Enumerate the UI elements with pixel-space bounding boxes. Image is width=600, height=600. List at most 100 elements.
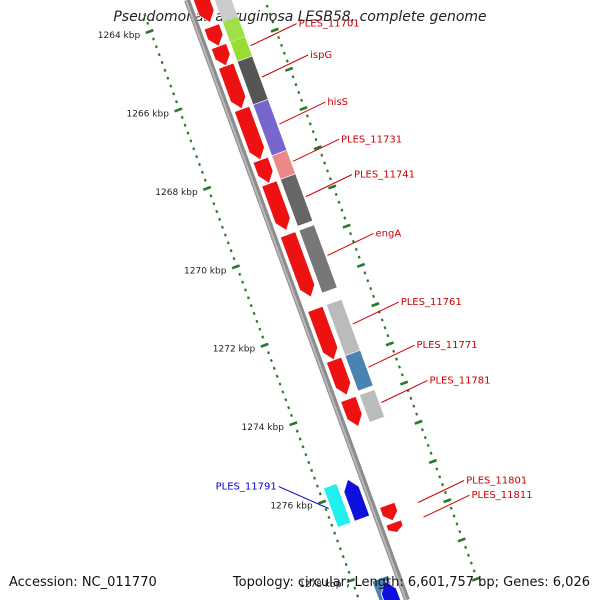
scale-dots-inner [155, 46, 157, 47]
scale-dots-inner [239, 274, 241, 275]
scale-dots-inner [152, 39, 154, 40]
scale-dots-inner [175, 101, 177, 102]
scale-major-tick [232, 265, 240, 268]
scale-dots-inner [348, 572, 350, 573]
scale-dots-inner [256, 321, 258, 322]
scale-major-tick [146, 30, 154, 33]
scale-dots-inner [158, 54, 160, 55]
gene-leader-line [279, 102, 325, 124]
scale-dots-outer [436, 469, 438, 470]
scale-dots-inner [216, 211, 218, 212]
scale-dots-outer [373, 296, 375, 297]
scale-minor-tick [400, 382, 408, 385]
scale-dots-inner [201, 172, 203, 173]
scale-dots-outer [309, 123, 311, 124]
scale-tick-label: 1268 kbp [155, 188, 198, 198]
scale-dots-inner [288, 407, 290, 408]
scale-dots-outer [364, 272, 366, 273]
scale-minor-tick [429, 460, 437, 463]
scale-dots-inner [210, 195, 212, 196]
scale-dots-inner [250, 305, 252, 306]
scale-dots-outer [269, 14, 271, 15]
scale-dots-outer [467, 555, 469, 556]
scale-dots-inner [196, 156, 198, 157]
scale-dots-outer [465, 547, 467, 548]
accession-text: Accession: NC_011770 [9, 575, 157, 590]
scale-dots-outer [459, 531, 461, 532]
scale-minor-tick [271, 29, 279, 32]
scale-dots-outer [350, 233, 352, 234]
scale-dots-inner [170, 86, 172, 87]
scale-dots-outer [398, 367, 400, 368]
scale-minor-tick [328, 186, 336, 189]
scale-dots-outer [338, 202, 340, 203]
scale-dots-inner [308, 462, 310, 463]
scale-dots-outer [381, 320, 383, 321]
scale-dots-outer [278, 37, 280, 38]
scale-dots-outer [450, 508, 452, 509]
scale-dots-inner [233, 258, 235, 259]
cds-arrow [211, 43, 230, 65]
scale-minor-tick [285, 68, 293, 71]
scale-dots-outer [470, 563, 472, 564]
scale-dots-inner [224, 235, 226, 236]
scale-dots-inner [299, 439, 301, 440]
scale-dots-outer [321, 155, 323, 156]
scale-dots-inner [147, 23, 149, 24]
scale-tick-label: 1272 kbp [213, 345, 256, 355]
scale-dots-outer [444, 492, 446, 493]
scale-tick-label: 1266 kbp [127, 109, 170, 119]
gene-label-ispg: ispG [310, 50, 332, 61]
scale-dots-outer [292, 76, 294, 77]
cds-arrow [386, 520, 403, 533]
gene-leader-line [328, 233, 374, 255]
scale-dots-inner [345, 564, 347, 565]
scale-dots-outer [424, 437, 426, 438]
scale-major-tick [175, 109, 183, 112]
scale-dots-outer [295, 84, 297, 85]
scale-dots-outer [352, 241, 354, 242]
scale-dots-inner [290, 415, 292, 416]
scale-dots-outer [280, 45, 282, 46]
scale-dots-inner [282, 392, 284, 393]
gene-label-ples_11781: PLES_11781 [429, 375, 490, 386]
scale-minor-tick [300, 107, 308, 110]
scale-dots-inner [342, 556, 344, 557]
scale-dots-inner [319, 494, 321, 495]
gene-label-ples_11801: PLES_11801 [466, 475, 527, 486]
scale-dots-outer [355, 249, 357, 250]
cds-arrow [253, 157, 273, 183]
gene-label-ples_11791: PLES_11791 [216, 482, 277, 493]
scale-dots-inner [219, 219, 221, 220]
scale-dots-outer [329, 178, 331, 179]
scale-dots-outer [430, 453, 432, 454]
scale-dots-inner [230, 250, 232, 251]
scale-dots-outer [301, 100, 303, 101]
scale-dots-outer [413, 406, 415, 407]
gene-label-ples_11701: PLES_11701 [299, 19, 360, 30]
scale-dots-outer [306, 116, 308, 117]
scale-dots-outer [396, 359, 398, 360]
gene-leader-line [369, 345, 415, 367]
scale-dots-inner [190, 141, 192, 142]
scale-dots-outer [358, 257, 360, 258]
scale-dots-inner [244, 290, 246, 291]
scale-dots-outer [442, 484, 444, 485]
scale-dots-inner [213, 203, 215, 204]
scale-dots-inner [334, 533, 336, 534]
scale-dots-outer [401, 374, 403, 375]
scale-dots-outer [439, 476, 441, 477]
scale-dots-outer [387, 335, 389, 336]
scale-dots-inner [187, 133, 189, 134]
scale-dots-inner [267, 352, 269, 353]
scale-dots-inner [331, 525, 333, 526]
scale-dots-outer [384, 327, 386, 328]
scale-dots-outer [427, 445, 429, 446]
gene-label-ples_11811: PLES_11811 [472, 490, 533, 501]
scale-dots-inner [313, 478, 315, 479]
scale-dots-outer [421, 429, 423, 430]
scale-dots-outer [367, 280, 369, 281]
scale-dots-inner [253, 313, 255, 314]
scale-minor-tick [343, 225, 351, 228]
scale-dots-inner [227, 243, 229, 244]
